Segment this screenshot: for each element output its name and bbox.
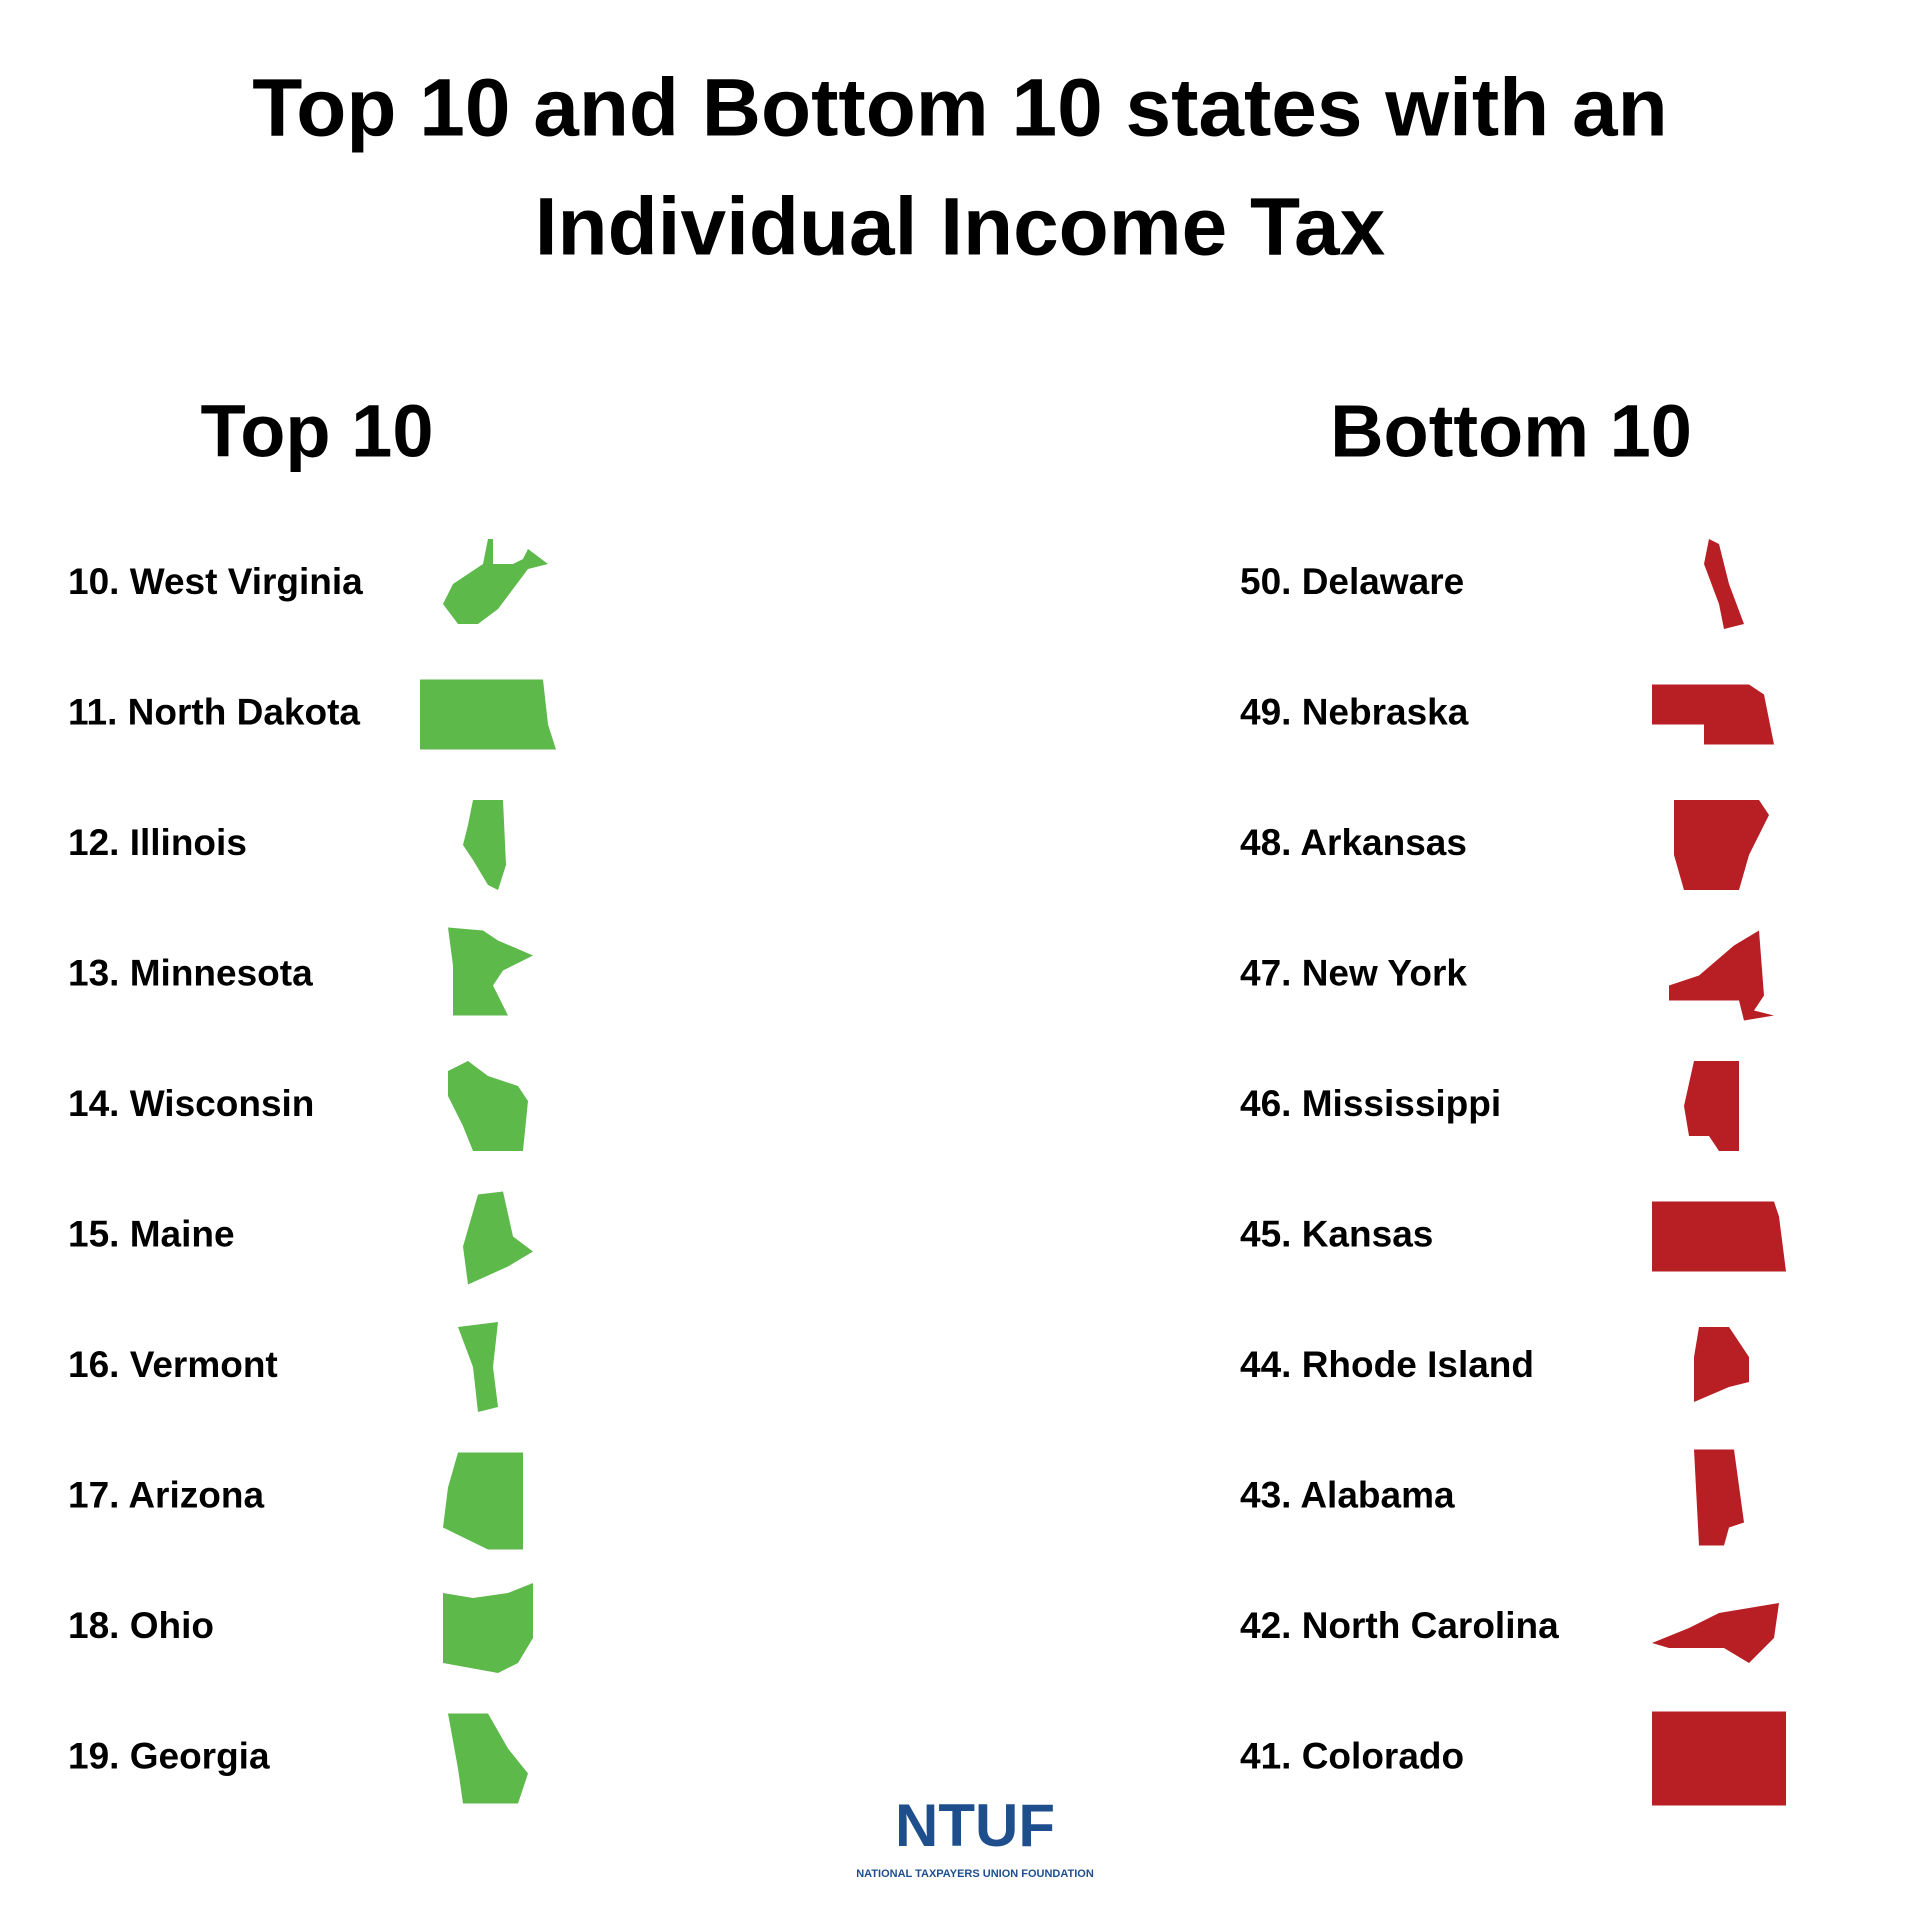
ranked-state: 48. Arkansas <box>1240 822 1467 863</box>
state-shape <box>1684 1061 1739 1151</box>
state-shape <box>1652 1201 1786 1272</box>
ranked-state: 16. Vermont <box>68 1344 278 1385</box>
state-shape <box>443 539 548 624</box>
ranked-state: 18. Ohio <box>68 1605 214 1646</box>
ranked-state: 47. New York <box>1240 952 1467 993</box>
ranked-state: 11. North Dakota <box>68 691 360 732</box>
section-heading: Bottom 10 <box>1330 390 1692 473</box>
ranked-state: 42. North Carolina <box>1240 1605 1559 1646</box>
state-shape <box>1652 684 1774 745</box>
state-shape <box>443 1583 533 1673</box>
state-shape <box>1694 1327 1749 1402</box>
state-shape <box>463 1191 533 1285</box>
state-shape <box>448 1713 528 1804</box>
state-shape <box>448 927 533 1016</box>
ranked-state: 50. Delaware <box>1240 561 1464 602</box>
ranked-state: 43. Alabama <box>1240 1474 1455 1515</box>
state-shape <box>1694 1449 1744 1546</box>
title-line: Individual Income Tax <box>535 182 1386 273</box>
state-shape <box>448 1061 528 1151</box>
ranked-state: 10. West Virginia <box>68 561 363 602</box>
ranked-state: 45. Kansas <box>1240 1213 1433 1254</box>
logo-name: NATIONAL TAXPAYERS UNION FOUNDATION <box>856 1868 1094 1880</box>
state-shape <box>1674 800 1769 890</box>
state-shape <box>420 679 556 750</box>
state-shape <box>443 1452 523 1550</box>
title-line: Top 10 and Bottom 10 states with an <box>252 63 1667 154</box>
ranked-state: 15. Maine <box>68 1213 235 1254</box>
state-shape <box>1669 930 1774 1021</box>
state-shape <box>458 1322 498 1412</box>
ranked-state: 46. Mississippi <box>1240 1083 1501 1124</box>
section-heading: Top 10 <box>201 390 434 473</box>
state-shape <box>1652 1711 1786 1806</box>
state-shape <box>1704 539 1744 629</box>
ranked-state: 19. Georgia <box>68 1735 270 1776</box>
state-shape <box>463 800 506 890</box>
state-shape <box>1652 1603 1779 1663</box>
ranked-state: 41. Colorado <box>1240 1735 1464 1776</box>
ranked-state: 13. Minnesota <box>68 952 313 993</box>
ranked-state: 12. Illinois <box>68 822 247 863</box>
ranked-state: 14. Wisconsin <box>68 1083 314 1124</box>
ranked-state: 17. Arizona <box>68 1474 264 1515</box>
logo-mark: NTUF <box>895 1792 1055 1859</box>
ranked-state: 44. Rhode Island <box>1240 1344 1534 1385</box>
ranked-state: 49. Nebraska <box>1240 691 1469 732</box>
